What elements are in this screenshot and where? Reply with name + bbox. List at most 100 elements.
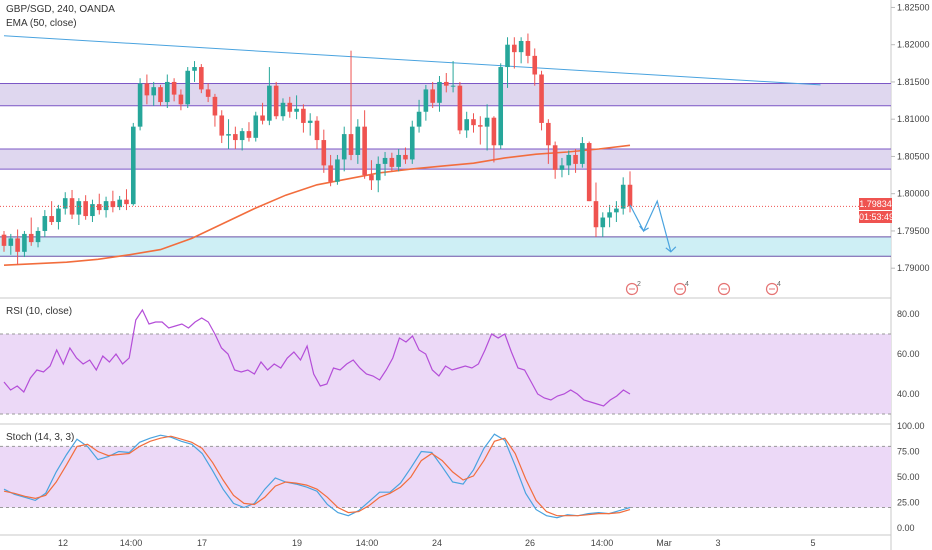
symbol-label: GBP/SGD, 240, OANDA (6, 4, 115, 15)
candle-body (355, 126, 361, 155)
candle-body (403, 154, 408, 160)
event-count: 4 (685, 281, 689, 288)
candle-body (620, 184, 626, 209)
stoch-tick-label: 75.00 (897, 446, 920, 456)
candle-body (552, 145, 558, 170)
candle-body (171, 81, 177, 95)
candle-body (580, 143, 585, 164)
candle-body (471, 119, 476, 126)
candle-body (110, 201, 116, 208)
candle-body (76, 201, 82, 215)
stoch-line (3, 433, 631, 519)
candle-body (239, 131, 245, 141)
candle-body (96, 204, 102, 211)
candle-body (267, 85, 272, 121)
stoch-tick-label: 50.00 (897, 472, 920, 482)
price-tick-label: 1.80000 (897, 189, 930, 199)
candle-body (8, 238, 14, 246)
candle-body (151, 87, 156, 96)
candle-body (498, 67, 504, 146)
rsi-band (0, 334, 891, 414)
candle-body (416, 111, 422, 127)
candle-body (294, 108, 299, 112)
candle-body (307, 120, 313, 123)
candle-body (614, 208, 619, 213)
time-tick-label: 14:00 (356, 538, 379, 548)
candle-body (627, 184, 633, 207)
candle-body (362, 126, 367, 176)
time-tick-label: 24 (432, 538, 442, 548)
candle-body (566, 154, 572, 166)
candle-body (464, 119, 469, 131)
time-tick-label: 26 (525, 538, 535, 548)
candle-body (137, 83, 143, 127)
candle-body (178, 94, 184, 105)
candle-body (512, 44, 517, 53)
candle-body (185, 70, 191, 105)
candle-body (546, 122, 551, 146)
candle-body (56, 208, 61, 223)
candle-body (532, 55, 538, 75)
candle-body (117, 199, 122, 208)
candle-body (341, 134, 347, 160)
candle-body (199, 67, 204, 90)
candle-body (253, 115, 259, 138)
candle-body (437, 81, 442, 103)
price-tick-label: 1.80500 (897, 151, 930, 161)
candle-body (335, 159, 340, 182)
candle-body (287, 102, 293, 112)
candle-body (246, 131, 252, 138)
candle-body (90, 204, 95, 217)
price-tick-label: 1.82500 (897, 2, 930, 12)
candle-body (409, 126, 415, 160)
time-tick-label: 14:00 (120, 538, 143, 548)
price-tick-label: 1.81500 (897, 77, 930, 87)
candle-body (505, 44, 510, 68)
candle-body (559, 165, 565, 170)
candle-body (457, 85, 463, 131)
candle-body (15, 238, 20, 252)
stoch-label: Stoch (14, 3, 3) (6, 432, 75, 443)
candle-body (423, 89, 429, 112)
candle-body (348, 134, 354, 155)
candle-body (389, 157, 395, 167)
ema-label: EMA (50, close) (6, 18, 77, 29)
candle-body (205, 89, 211, 97)
candle-body (491, 117, 497, 146)
rsi-tick-label: 80.00 (897, 309, 920, 319)
stoch-band (0, 446, 891, 508)
candle-body (301, 108, 306, 123)
candle-body (192, 67, 197, 71)
candle-body (35, 230, 41, 243)
candle-body (484, 117, 490, 127)
candle-body (369, 175, 374, 181)
event-count: 4 (777, 281, 781, 288)
candle-body (607, 212, 612, 218)
time-tick-label: Mar (656, 538, 672, 548)
candle-body (573, 154, 578, 164)
candle-body (1, 234, 7, 246)
candle-body (593, 201, 599, 228)
price-tick-label: 1.79500 (897, 226, 930, 236)
candle-body (260, 115, 265, 121)
countdown-badge: 01:53:49 (859, 211, 895, 223)
rsi-tick-label: 60.00 (897, 349, 920, 359)
time-tick-label: 19 (292, 538, 302, 548)
event-count: 2 (637, 281, 641, 288)
price-tick-label: 1.81000 (897, 114, 930, 124)
rsi-label: RSI (10, close) (6, 306, 73, 317)
candle-body (586, 143, 592, 202)
rsi-tick-label: 40.00 (897, 389, 920, 399)
candle-body (273, 85, 279, 117)
candle-body (321, 140, 327, 166)
candle-body (62, 198, 68, 209)
stoch-tick-label: 0.00 (897, 523, 915, 533)
time-tick-label: 5 (810, 538, 815, 548)
ema-line (3, 144, 631, 266)
candle-body (158, 87, 163, 103)
candle-body (28, 233, 34, 243)
candle-body (226, 134, 231, 136)
candle-body (165, 81, 170, 103)
candle-body (518, 40, 524, 53)
